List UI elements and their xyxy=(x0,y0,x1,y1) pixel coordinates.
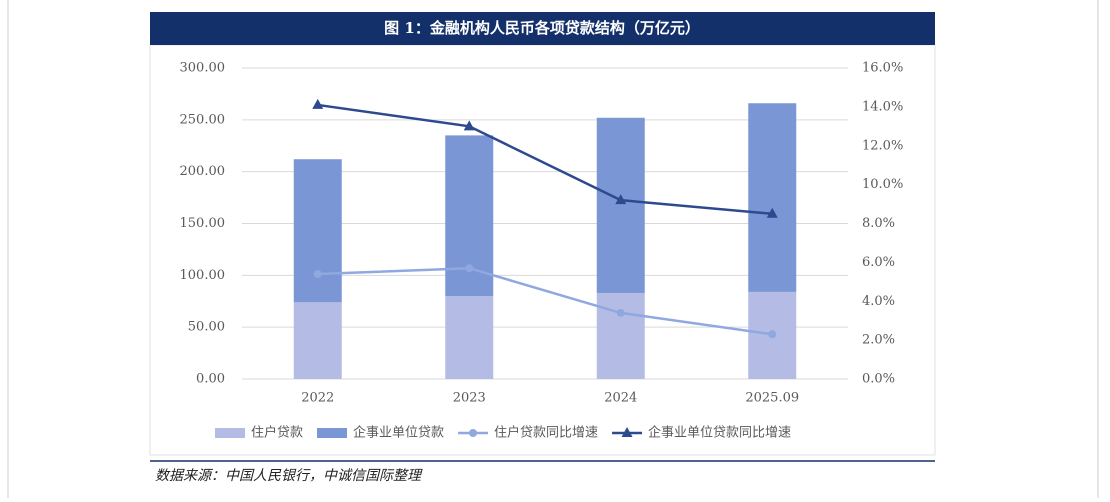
y2-tick-label: 4.0% xyxy=(862,294,895,309)
chart-title: 图 1：金融机构人民币各项贷款结构（万亿元） xyxy=(384,19,700,37)
y2-tick-label: 0.0% xyxy=(862,372,895,387)
source-note: 数据来源：中国人民银行，中诚信国际整理 xyxy=(155,468,423,484)
y-tick-label: 150.00 xyxy=(180,216,226,231)
y2-tick-label: 6.0% xyxy=(862,255,895,270)
point xyxy=(615,194,627,205)
y2-tick-label: 12.0% xyxy=(862,138,903,153)
point xyxy=(766,207,778,218)
point xyxy=(465,264,474,273)
y-tick-label: 0.00 xyxy=(196,372,225,387)
line xyxy=(317,266,773,336)
legend-marker xyxy=(621,427,633,437)
y-tick-label: 200.00 xyxy=(180,164,226,179)
point xyxy=(463,120,475,131)
y2-tick-label: 16.0% xyxy=(862,61,903,76)
x-tick-label: 2024 xyxy=(604,391,637,406)
y2-tick-label: 14.0% xyxy=(862,99,903,114)
legend-swatch xyxy=(317,428,348,438)
y2-tick-label: 10.0% xyxy=(862,177,903,192)
point xyxy=(312,98,324,109)
point xyxy=(313,270,322,279)
bar xyxy=(445,296,494,379)
point xyxy=(616,308,625,317)
x-tick-label: 2025.09 xyxy=(745,391,799,406)
bar xyxy=(293,302,342,379)
title-band xyxy=(150,12,935,45)
y-tick-label: 250.00 xyxy=(180,112,226,127)
line xyxy=(317,103,773,216)
legend-marker xyxy=(469,429,478,437)
legend-label: 住户贷款同比增速 xyxy=(494,425,598,441)
y-tick-label: 300.00 xyxy=(180,61,226,76)
bar xyxy=(596,117,645,293)
legend-label: 住户贷款 xyxy=(251,425,303,441)
y2-tick-label: 8.0% xyxy=(862,216,895,231)
x-tick-label: 2023 xyxy=(453,391,486,406)
legend-swatch xyxy=(215,428,245,438)
bar xyxy=(596,292,645,379)
y-tick-label: 100.00 xyxy=(180,268,226,283)
plot-frame xyxy=(149,44,936,456)
bar xyxy=(293,159,342,303)
y2-tick-label: 2.0% xyxy=(862,333,895,348)
legend-label: 企事业单位贷款 xyxy=(353,425,444,441)
point xyxy=(768,330,777,339)
y-tick-label: 50.00 xyxy=(188,320,225,335)
x-tick-label: 2022 xyxy=(301,391,334,406)
bar xyxy=(748,103,797,292)
legend-label: 企事业单位贷款同比增速 xyxy=(648,425,791,441)
